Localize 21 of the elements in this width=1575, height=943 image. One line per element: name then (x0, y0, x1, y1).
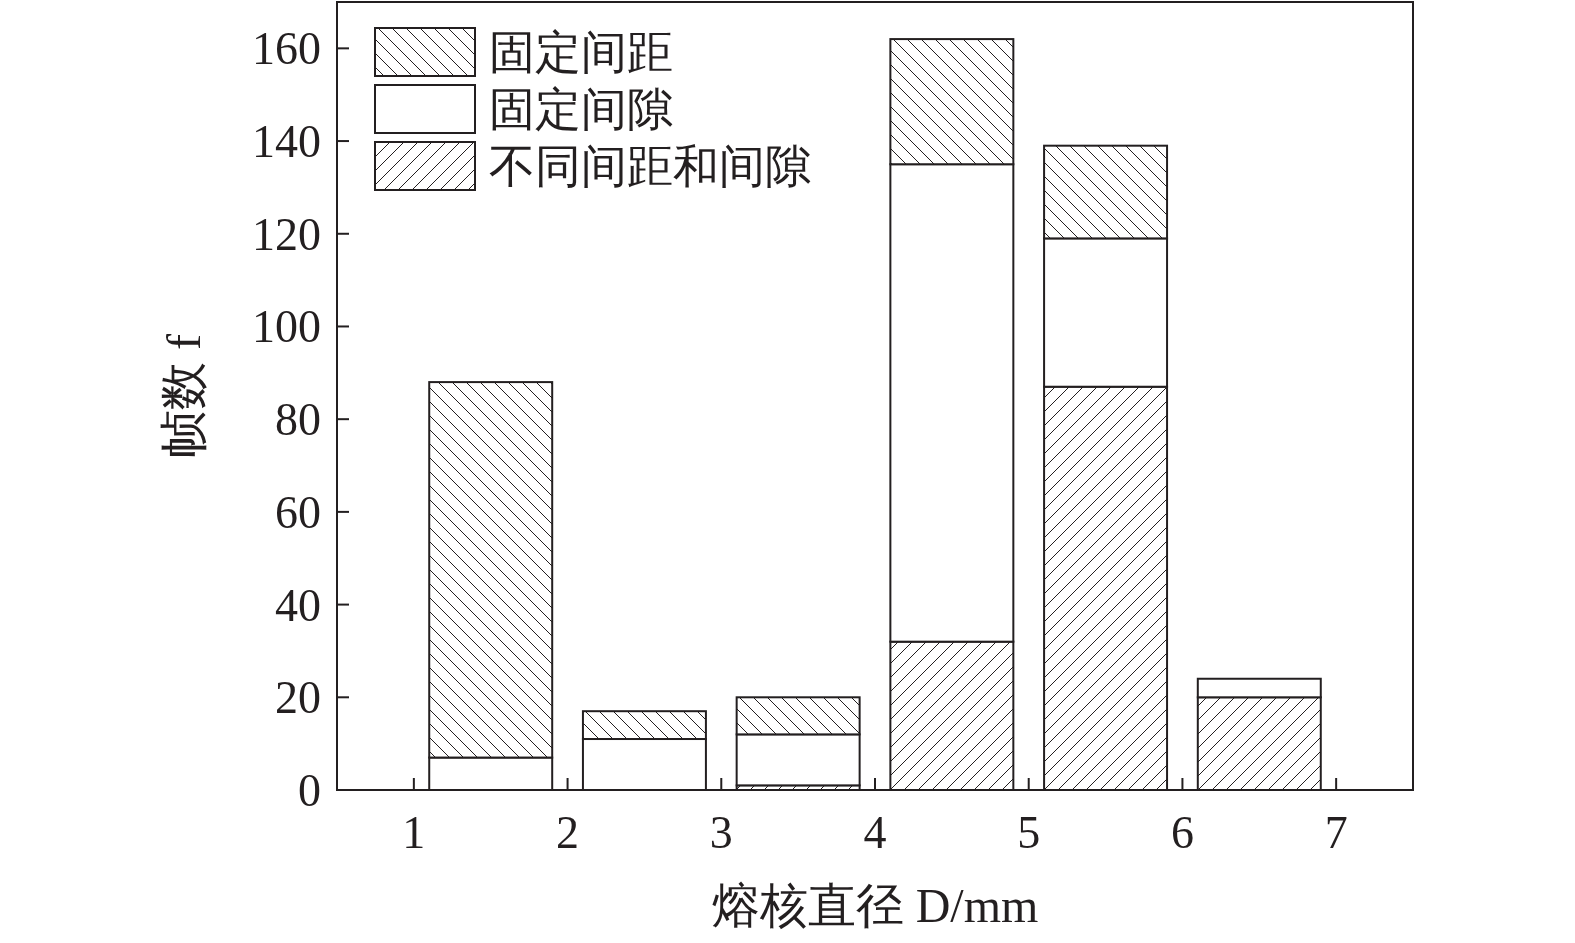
legend-label: 固定间距 (489, 27, 673, 78)
x-tick-label: 5 (1017, 807, 1041, 858)
y-tick-label: 60 (275, 486, 321, 538)
y-tick-label: 120 (252, 208, 321, 260)
x-tick-label: 6 (1170, 807, 1194, 858)
y-tick-label: 20 (275, 672, 321, 724)
legend-label: 不同间距和间隙 (489, 141, 811, 192)
y-tick-label: 0 (298, 765, 321, 816)
x-tick-label: 7 (1324, 807, 1348, 858)
y-tick-label: 100 (252, 301, 321, 353)
x-tick-label: 2 (556, 807, 580, 858)
x-axis-title: 熔核直径 D/mm (711, 879, 1039, 932)
x-tick-label: 1 (402, 807, 426, 858)
x-tick-label: 4 (863, 807, 887, 858)
y-tick-label: 80 (275, 394, 321, 446)
legend-label: 固定间隙 (489, 84, 673, 135)
y-axis-title: 帧数 f (157, 333, 210, 458)
y-tick-label: 140 (252, 116, 321, 168)
x-tick-label: 3 (709, 807, 733, 858)
y-tick-label: 40 (275, 579, 321, 631)
y-tick-label: 160 (252, 23, 321, 75)
